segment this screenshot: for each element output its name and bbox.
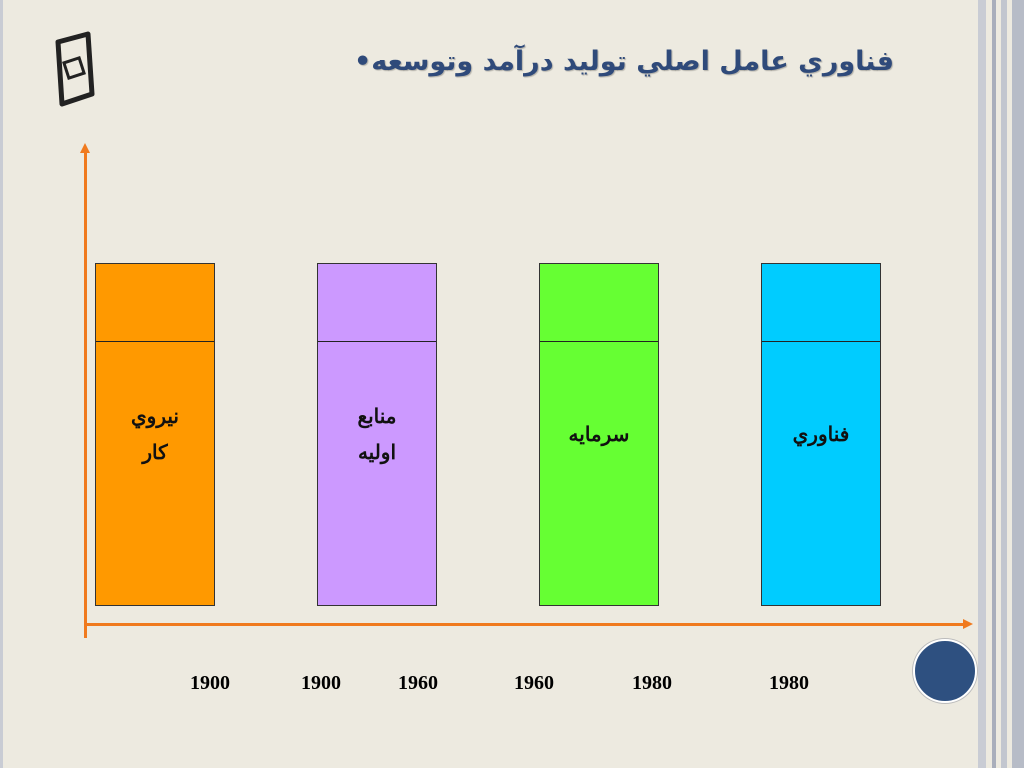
bar-capital: سرمايه [539,263,659,606]
right-rail-2 [992,0,996,768]
y-axis-arrowhead [80,143,90,153]
year-label: 1980 [632,672,672,694]
x-axis [84,623,966,626]
bar-divider [762,341,880,342]
bar-label: فناوري [792,422,850,446]
title-bullet: • [353,46,372,77]
book-logo-icon [55,31,95,107]
bar-label: سرمايه [568,422,630,446]
bar-technology: فناوري [761,263,881,606]
x-axis-arrowhead [963,619,973,629]
bar-labor: نيروي كار [95,263,215,606]
bar-divider [540,341,658,342]
year-label: 1980 [769,672,809,694]
bar-divider [96,341,214,342]
bar-label: منابع اوليه [357,404,397,464]
right-rail-3 [1001,0,1007,768]
bar-divider [318,341,436,342]
year-label: 1900 [190,672,230,694]
year-label: 1960 [398,672,438,694]
bar-label: نيروي كار [131,404,179,464]
decorative-circle [913,639,977,703]
y-axis [84,150,87,638]
title-text: فناوري عامل اصلي توليد درآمد وتوسعه [371,46,894,77]
left-rail [0,0,3,768]
right-rail-1 [978,0,986,768]
right-rail-4 [1012,0,1024,768]
year-label: 1900 [301,672,341,694]
bar-resources: منابع اوليه [317,263,437,606]
year-label: 1960 [514,672,554,694]
slide-title: فناوري عامل اصلي توليد درآمد وتوسعه• [350,46,894,77]
